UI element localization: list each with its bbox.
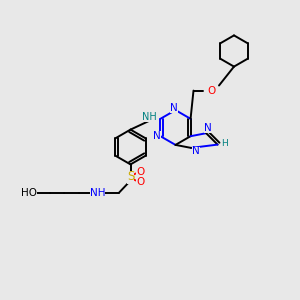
Text: N: N	[204, 123, 212, 134]
Text: N: N	[170, 103, 178, 113]
Text: HO: HO	[21, 188, 37, 198]
Text: NH: NH	[142, 112, 156, 122]
Text: N: N	[153, 131, 161, 141]
Text: O: O	[136, 167, 144, 177]
Text: O: O	[207, 85, 216, 96]
Text: S: S	[127, 170, 134, 184]
Text: O: O	[136, 177, 144, 188]
Text: H: H	[221, 139, 227, 148]
Text: N: N	[192, 146, 200, 157]
Text: NH: NH	[90, 188, 105, 198]
